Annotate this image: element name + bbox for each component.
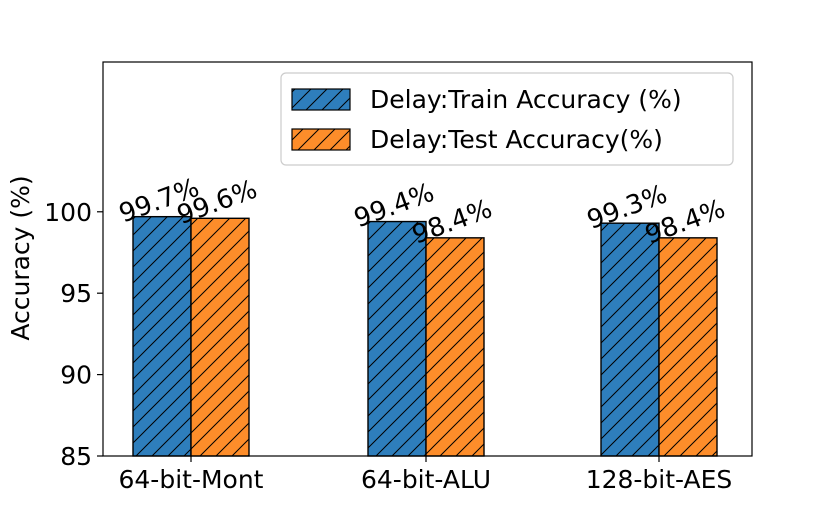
x-tick-label: 64-bit-Mont xyxy=(119,465,264,494)
y-tick-label: 95 xyxy=(60,279,92,308)
axes: 64-bit-Mont 64-bit-ALU 128-bit-AES 85 90 95 10… xyxy=(44,61,753,494)
legend-swatch-hatch xyxy=(291,128,351,151)
y-tick-label: 85 xyxy=(60,442,92,471)
legend-label: Delay:Train Accuracy (%) xyxy=(370,85,682,114)
axes-frame xyxy=(102,61,753,457)
bar-group xyxy=(425,237,485,457)
y-tick-label: 90 xyxy=(60,361,92,390)
legend-swatch-hatch xyxy=(291,88,351,111)
bar-group xyxy=(658,237,718,457)
bar-hatch xyxy=(658,237,718,457)
bar-group xyxy=(190,217,250,457)
legend-box xyxy=(280,72,734,166)
bar-hatch xyxy=(367,220,427,457)
bar-group xyxy=(367,220,427,457)
bar-hatch xyxy=(425,237,485,457)
bar-marks: 99.7%99.6% 99.4%98.4% 99.3%98.4% xyxy=(115,173,729,457)
legend-label: Delay:Test Accuracy(%) xyxy=(370,125,663,154)
legend: Delay:Train Accuracy (%) Delay:Test Accur… xyxy=(280,72,734,166)
x-tick-label: 128-bit-AES xyxy=(586,465,733,494)
bar-group xyxy=(600,222,660,457)
y-tick-label: 100 xyxy=(44,198,92,227)
bar-hatch xyxy=(132,215,192,457)
bar-hatch xyxy=(600,222,660,457)
x-tick-label: 64-bit-ALU xyxy=(361,465,491,494)
bar-group xyxy=(132,215,192,457)
bar-hatch xyxy=(190,217,250,457)
y-axis-label: Accuracy (%) xyxy=(6,175,35,340)
